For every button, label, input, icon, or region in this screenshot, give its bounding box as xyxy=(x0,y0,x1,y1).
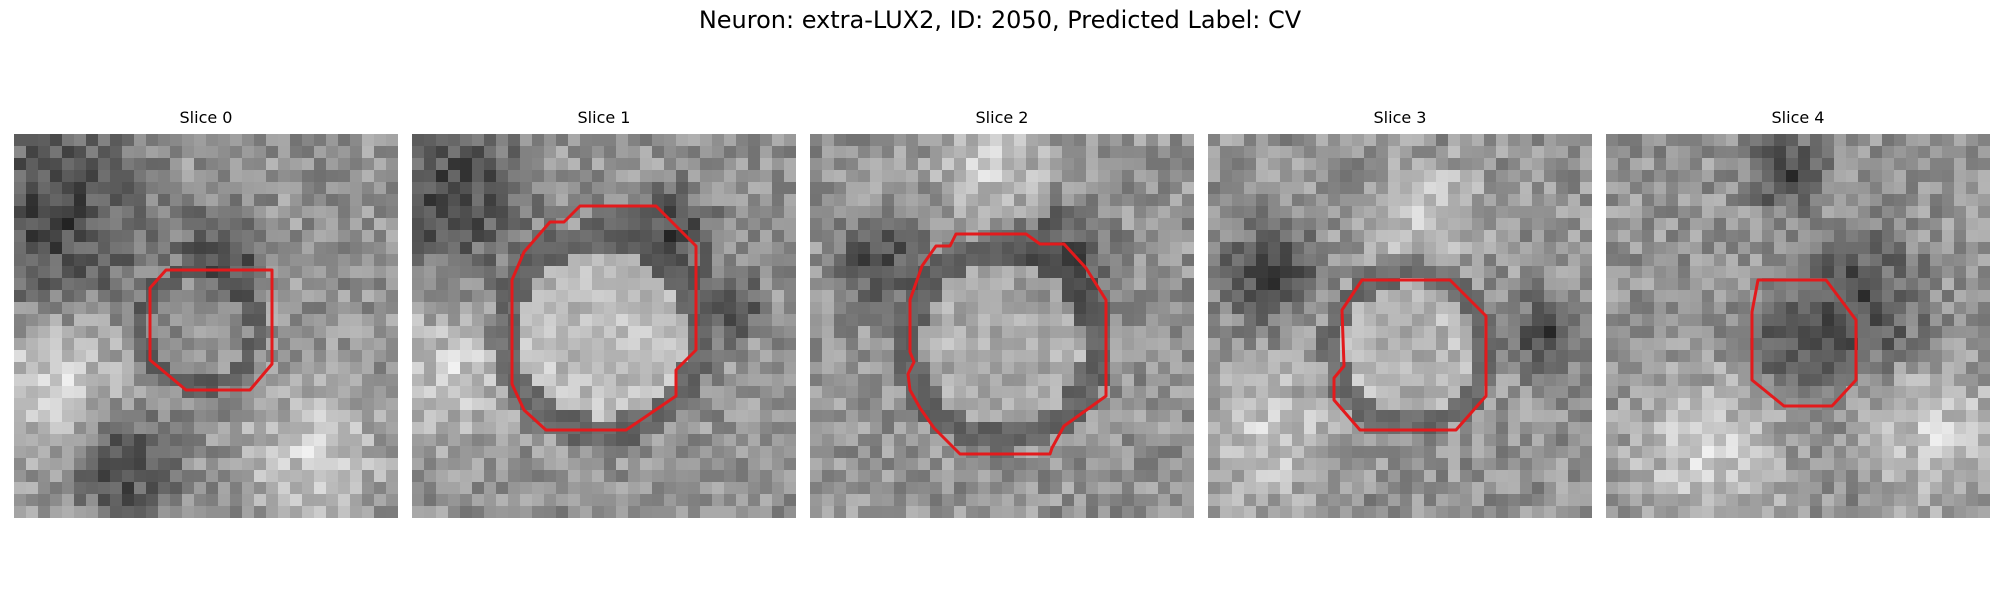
slice-panel-0: Slice 0 xyxy=(14,106,398,518)
slice-panel-3: Slice 3 xyxy=(1208,106,1592,518)
segmentation-contour xyxy=(148,268,274,392)
em-pixel-grid xyxy=(1606,134,1990,518)
slice-image-3 xyxy=(1208,134,1592,518)
slice-title-4: Slice 4 xyxy=(1771,108,1825,127)
segmentation-contour xyxy=(1332,278,1488,432)
em-pixel-grid xyxy=(1208,134,1592,518)
em-pixel-grid xyxy=(14,134,398,518)
slice-image-1 xyxy=(412,134,796,518)
slice-image-2 xyxy=(810,134,1194,518)
slice-panel-4: Slice 4 xyxy=(1606,106,1990,518)
segmentation-contour xyxy=(510,204,698,432)
slice-title-0: Slice 0 xyxy=(179,108,233,127)
slice-title-3: Slice 3 xyxy=(1373,108,1427,127)
slice-title-2: Slice 2 xyxy=(975,108,1029,127)
slice-image-4 xyxy=(1606,134,1990,518)
segmentation-contour xyxy=(1750,278,1858,408)
em-pixel-grid xyxy=(412,134,796,518)
em-pixel-grid xyxy=(810,134,1194,518)
slice-panel-2: Slice 2 xyxy=(810,106,1194,518)
slice-image-0 xyxy=(14,134,398,518)
figure-title: Neuron: extra-LUX2, ID: 2050, Predicted … xyxy=(698,6,1302,34)
slice-panel-1: Slice 1 xyxy=(412,106,796,518)
segmentation-contour xyxy=(906,232,1108,456)
slice-title-1: Slice 1 xyxy=(577,108,631,127)
